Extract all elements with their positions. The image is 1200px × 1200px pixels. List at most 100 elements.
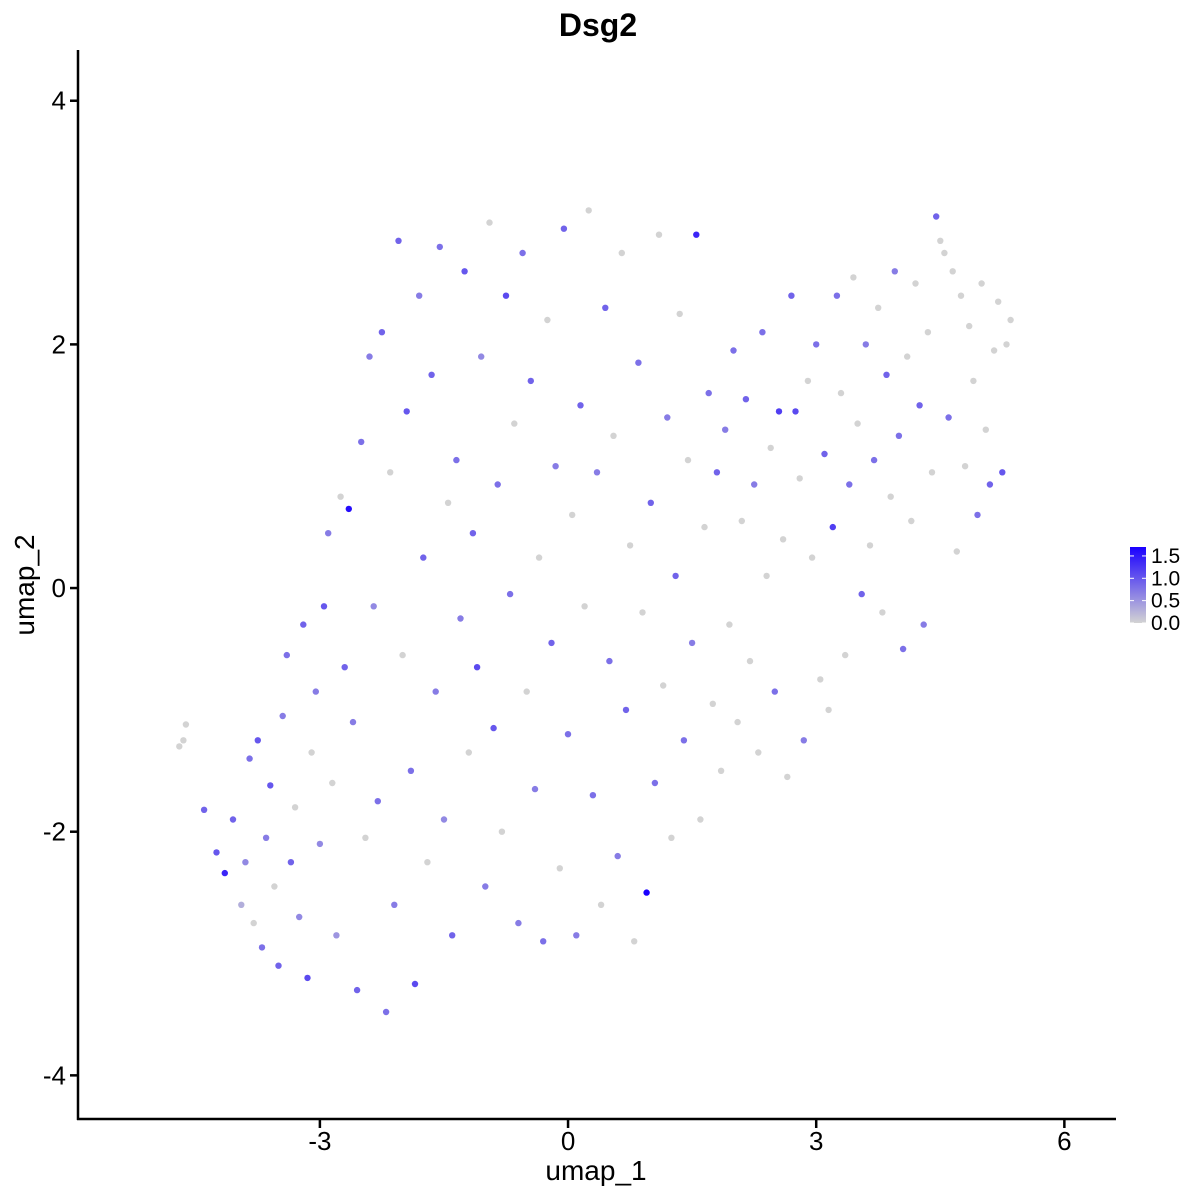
scatter-point-189 xyxy=(990,347,998,354)
scatter-point-71 xyxy=(502,292,510,299)
scatter-point-168 xyxy=(904,353,911,360)
scatter-point-116 xyxy=(688,639,696,647)
scatter-point-170 xyxy=(912,280,919,287)
scatter-point-77 xyxy=(527,377,534,385)
scatter-point-21 xyxy=(296,913,303,921)
scatter-point-107 xyxy=(651,779,659,787)
scatter-point-190 xyxy=(995,298,1002,305)
scatter-point-127 xyxy=(734,718,741,726)
scatter-point-95 xyxy=(602,304,609,311)
x-tick-label: 0 xyxy=(561,1126,575,1156)
y-axis-label: umap_2 xyxy=(9,534,40,635)
scatter-point-14 xyxy=(267,782,274,789)
scatter-point-55 xyxy=(436,243,443,251)
scatter-point-182 xyxy=(961,463,969,470)
x-tick-label: -3 xyxy=(308,1126,331,1156)
scatter-point-4 xyxy=(213,849,220,856)
scatter-point-48 xyxy=(407,767,415,774)
scatter-point-30 xyxy=(333,932,340,939)
scatter-point-166 xyxy=(895,432,903,439)
scatter-point-179 xyxy=(949,268,956,275)
scatter-point-38 xyxy=(366,353,373,360)
scatter-point-12 xyxy=(258,944,266,951)
scatter-point-28 xyxy=(325,530,332,537)
scatter-point-147 xyxy=(817,676,824,683)
scatter-point-51 xyxy=(420,554,427,561)
scatter-point-110 xyxy=(664,414,671,421)
scatter-point-133 xyxy=(759,329,766,336)
scatter-point-6 xyxy=(229,816,237,823)
scatter-point-65 xyxy=(478,353,485,360)
scatter-point-79 xyxy=(535,554,543,561)
scatter-point-135 xyxy=(767,444,774,452)
scatter-point-99 xyxy=(618,249,625,257)
scatter-point-57 xyxy=(444,499,452,506)
scatter-point-184 xyxy=(970,377,977,385)
scatter-point-67 xyxy=(486,219,493,226)
scatter-point-72 xyxy=(506,590,514,598)
scatter-point-130 xyxy=(746,657,754,665)
scatter-point-143 xyxy=(800,737,807,744)
scatter-points xyxy=(176,207,1014,1016)
scatter-point-167 xyxy=(899,645,907,653)
scatter-point-123 xyxy=(717,767,725,774)
scatter-point-181 xyxy=(957,292,965,299)
scatter-point-88 xyxy=(573,932,580,939)
scatter-point-56 xyxy=(440,816,448,823)
scatter-point-98 xyxy=(614,852,621,860)
scatter-point-59 xyxy=(453,456,460,464)
scatter-point-144 xyxy=(804,377,812,385)
scatter-point-173 xyxy=(924,329,932,336)
scatter-point-25 xyxy=(312,688,319,695)
colorbar-ticks: 0.00.51.01.5 xyxy=(1130,545,1180,635)
colorbar-label: 1.5 xyxy=(1151,545,1180,568)
scatter-point-185 xyxy=(974,511,981,519)
scatter-point-165 xyxy=(891,268,898,275)
scatter-point-159 xyxy=(866,542,874,549)
scatter-point-89 xyxy=(577,402,584,409)
scatter-point-44 xyxy=(391,901,398,908)
y-tick-label: 2 xyxy=(52,329,66,359)
scatter-point-186 xyxy=(978,280,985,287)
x-axis-ticks: -3 0 3 6 xyxy=(308,1120,1072,1156)
scatter-point-131 xyxy=(751,481,758,488)
scatter-point-82 xyxy=(548,639,555,647)
colorbar xyxy=(1130,547,1146,623)
scatter-point-23 xyxy=(304,974,311,982)
scatter-point-75 xyxy=(519,249,526,257)
scatter-point-68 xyxy=(490,724,497,732)
scatter-point-37 xyxy=(362,834,369,841)
scatter-point-81 xyxy=(544,316,551,324)
scatter-point-43 xyxy=(387,469,394,476)
scatter-point-93 xyxy=(593,469,601,476)
colorbar-label: 0.5 xyxy=(1151,590,1180,613)
scatter-point-53 xyxy=(428,371,435,378)
scatter-point-29 xyxy=(329,779,336,787)
scatter-point-22 xyxy=(300,621,307,628)
scatter-point-64 xyxy=(473,664,481,671)
scatter-point-5 xyxy=(221,869,228,877)
scatter-point-155 xyxy=(850,274,857,281)
scatter-point-87 xyxy=(569,511,576,519)
scatter-point-19 xyxy=(287,859,295,866)
scatter-point-18 xyxy=(283,651,290,659)
scatter-point-188 xyxy=(986,481,994,488)
scatter-point-141 xyxy=(792,408,799,415)
scatter-point-140 xyxy=(788,292,795,299)
scatter-point-34 xyxy=(349,718,357,726)
scatter-point-3 xyxy=(200,806,208,813)
scatter-point-46 xyxy=(399,651,406,659)
scatter-point-41 xyxy=(378,329,386,336)
scatter-point-191 xyxy=(999,469,1006,476)
scatter-point-2 xyxy=(182,721,190,728)
y-tick-label: 0 xyxy=(52,573,66,603)
scatter-point-8 xyxy=(242,859,249,866)
scatter-point-111 xyxy=(668,834,675,841)
scatter-point-17 xyxy=(279,712,286,720)
scatter-point-120 xyxy=(705,389,712,397)
scatter-point-136 xyxy=(771,688,778,695)
scatter-point-63 xyxy=(469,530,477,537)
scatter-point-31 xyxy=(337,493,344,500)
scatter-point-58 xyxy=(449,932,456,939)
